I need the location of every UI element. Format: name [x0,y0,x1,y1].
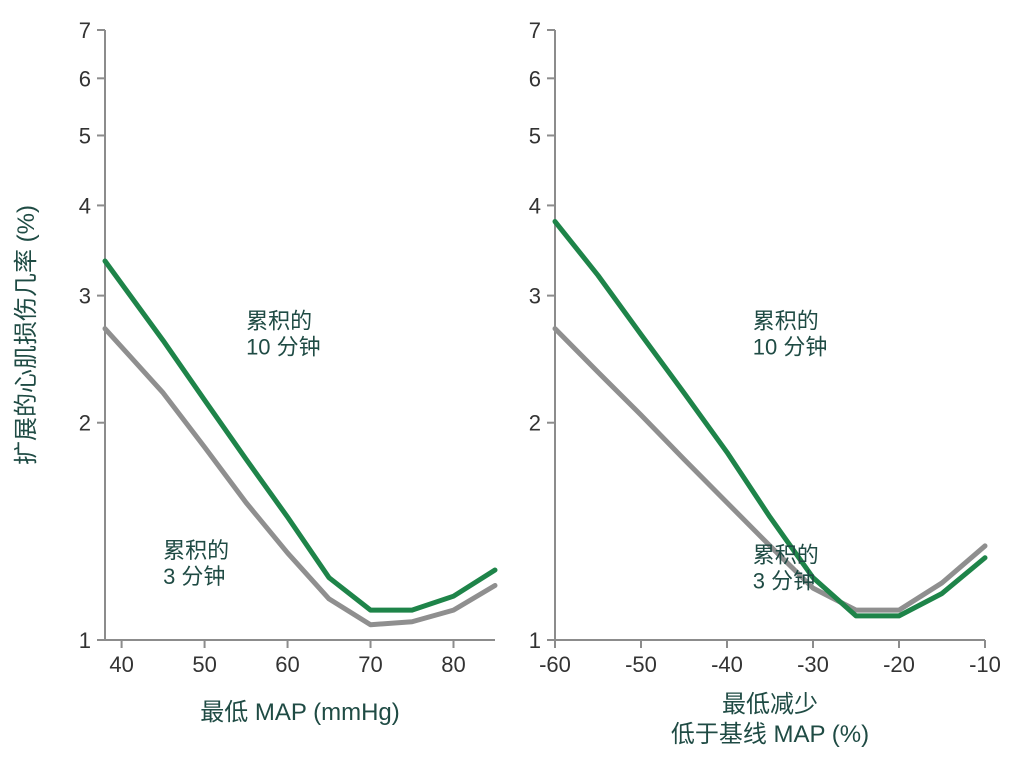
x-tick-label: 70 [358,652,382,677]
series-annotation-line1: 累积的 [753,543,819,568]
y-tick-label: 1 [79,628,91,653]
series-annotation-line2: 3 分钟 [753,569,815,594]
y-tick-label: 6 [79,66,91,91]
y-tick-label: 1 [529,628,541,653]
x-tick-label: -50 [625,652,657,677]
y-tick-label: 7 [529,18,541,43]
x-tick-label: -10 [969,652,1001,677]
series-annotation-line2: 10 分钟 [246,335,321,360]
y-tick-label: 4 [79,193,91,218]
y-tick-label: 3 [79,284,91,309]
panel-left: 12345674050607080最低 MAP (mmHg)累积的10 分钟累积… [79,18,495,726]
x-axis-title-line2: 低于基线 MAP (%) [671,721,869,748]
x-tick-label: -60 [539,652,571,677]
x-tick-label: 80 [441,652,465,677]
y-tick-label: 3 [529,284,541,309]
panel-right: 1 2 3 4 5 6 7 -60 -50 -40 -30 -20 -10 最低减少低于基线 MAP (%… [529,18,1001,748]
x-axis-title-line1: 最低减少 [722,691,818,718]
x-tick-label: -20 [883,652,915,677]
series-annotation-line1: 累积的 [753,309,819,334]
y-tick-label: 2 [529,411,541,436]
series-annotation-line2: 3 分钟 [163,564,225,589]
y-tick-label: 7 [79,18,91,43]
y-tick-label: 4 [529,193,541,218]
dual-panel-chart: 扩展的心肌损伤几率 (%) 1 2 3 4 5 6 7 40 50 60 70 80 最低 MAP (mm… [0,0,1024,769]
x-tick-label: 40 [109,652,133,677]
x-axis-title: 最低 MAP (mmHg) [200,699,400,726]
x-tick-label: -40 [711,652,743,677]
series-annotation-line2: 10 分钟 [753,335,828,360]
y-tick-label: 6 [529,66,541,91]
chart-svg: 扩展的心肌损伤几率 (%) 1 2 3 4 5 6 7 40 50 60 70 80 最低 MAP (mm… [0,0,1024,769]
x-tick-label: 50 [192,652,216,677]
y-tick-label: 5 [79,123,91,148]
x-tick-label: -30 [797,652,829,677]
series-annotation-line1: 累积的 [246,309,312,334]
series-annotation-line1: 累积的 [163,538,229,563]
x-tick-label: 60 [275,652,299,677]
y-tick-label: 2 [79,411,91,436]
y-axis-title: 扩展的心肌损伤几率 (%) [13,205,40,465]
y-tick-label: 5 [529,123,541,148]
